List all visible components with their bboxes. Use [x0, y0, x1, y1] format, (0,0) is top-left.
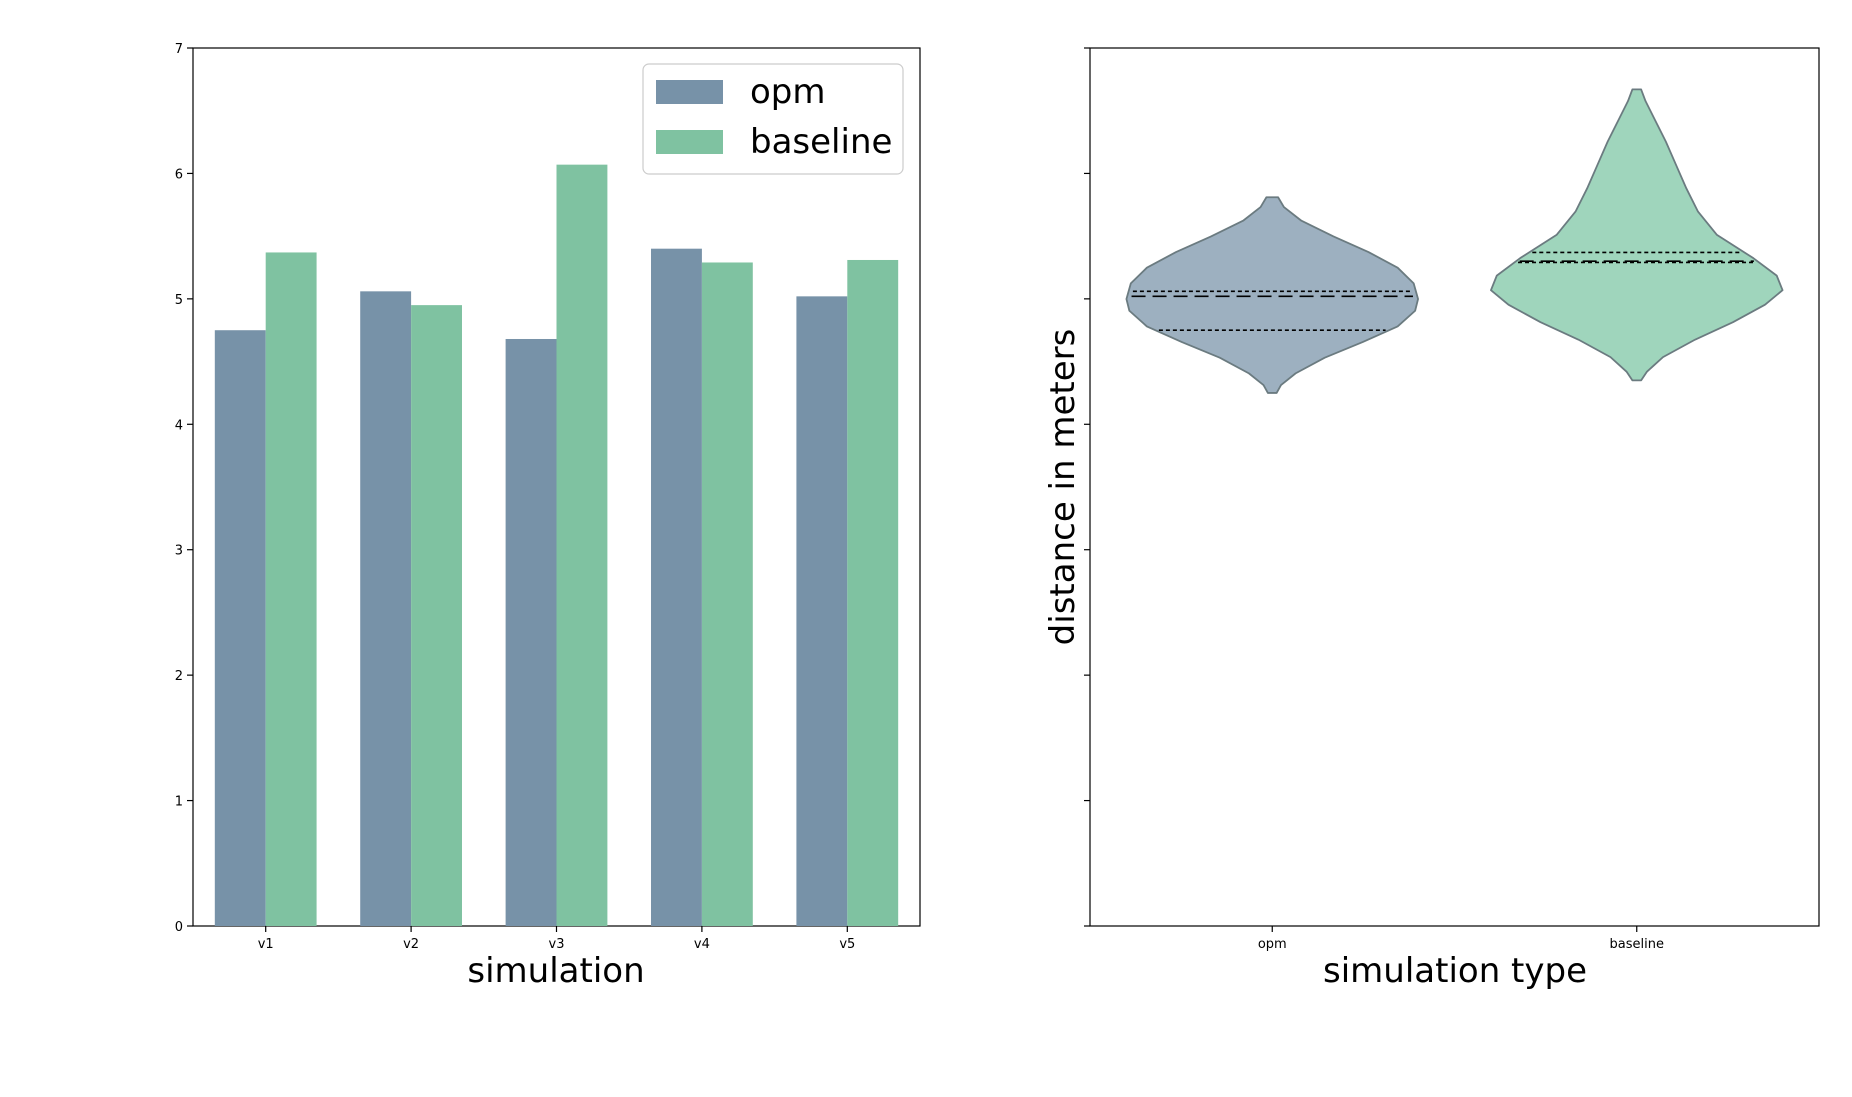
bar-opm-v4	[651, 248, 702, 926]
bar-x-tick-label-v4: v4	[694, 937, 710, 952]
violin-x-tick-label-baseline: baseline	[1610, 937, 1664, 952]
violin-chart-panel: opm baseline simulation type distance in …	[1043, 47, 1820, 991]
bar-y-tick-label-3: 3	[175, 544, 183, 559]
violin-x-tick-label-opm: opm	[1258, 937, 1287, 952]
bar-baseline-v5	[847, 259, 899, 927]
violin-baseline	[1490, 88, 1784, 382]
bar-opm-v5	[796, 296, 848, 926]
bar-group	[214, 164, 899, 927]
bar-y-tick-label-7: 7	[175, 42, 183, 57]
bar-opm-v2	[360, 291, 412, 926]
bar-opm-v1	[214, 330, 266, 926]
legend-swatch-baseline	[656, 130, 723, 154]
bar-x-axis-title: simulation	[467, 951, 644, 991]
violin-chart-frame	[1089, 47, 1820, 927]
bar-x-tick-label-v2: v2	[403, 937, 419, 952]
bar-y-tick-label-2: 2	[175, 669, 183, 684]
bar-baseline-v2	[411, 305, 462, 927]
bar-x-tick-label-v5: v5	[839, 937, 855, 952]
bar-baseline-v4	[701, 262, 753, 926]
legend-label-opm: opm	[750, 72, 826, 112]
violin-x-axis: opm baseline	[1258, 926, 1664, 952]
bar-legend: opm baseline	[642, 63, 904, 175]
bar-baseline-v1	[265, 252, 317, 926]
bar-y-tick-label-4: 4	[175, 418, 183, 433]
bar-opm-v3	[505, 338, 557, 927]
violin-x-axis-title: simulation type	[1323, 951, 1587, 991]
bar-baseline-v3	[556, 164, 608, 927]
bar-y-tick-label-1: 1	[175, 795, 183, 810]
bar-y-axis: 0 1 2 3 4 5 6 7	[175, 42, 193, 935]
legend-swatch-opm	[656, 80, 723, 104]
bar-chart-panel: 0 1 2 3 4 5 6 7 v1 v2 v3 v4 v5 simulation opm basel…	[175, 42, 921, 991]
bar-x-tick-label-v1: v1	[258, 937, 274, 952]
violin-y-axis-title: distance in meters	[1043, 329, 1083, 646]
violin-group	[1125, 88, 1784, 394]
bar-x-tick-label-v3: v3	[549, 937, 565, 952]
bar-y-tick-label-5: 5	[175, 293, 183, 308]
violin-y-axis	[1084, 47, 1090, 927]
bar-y-tick-label-0: 0	[175, 920, 183, 935]
violin-opm	[1125, 196, 1419, 394]
bar-y-tick-label-6: 6	[175, 167, 183, 182]
bar-x-axis: v1 v2 v3 v4 v5	[258, 926, 855, 952]
legend-label-baseline: baseline	[750, 122, 892, 162]
